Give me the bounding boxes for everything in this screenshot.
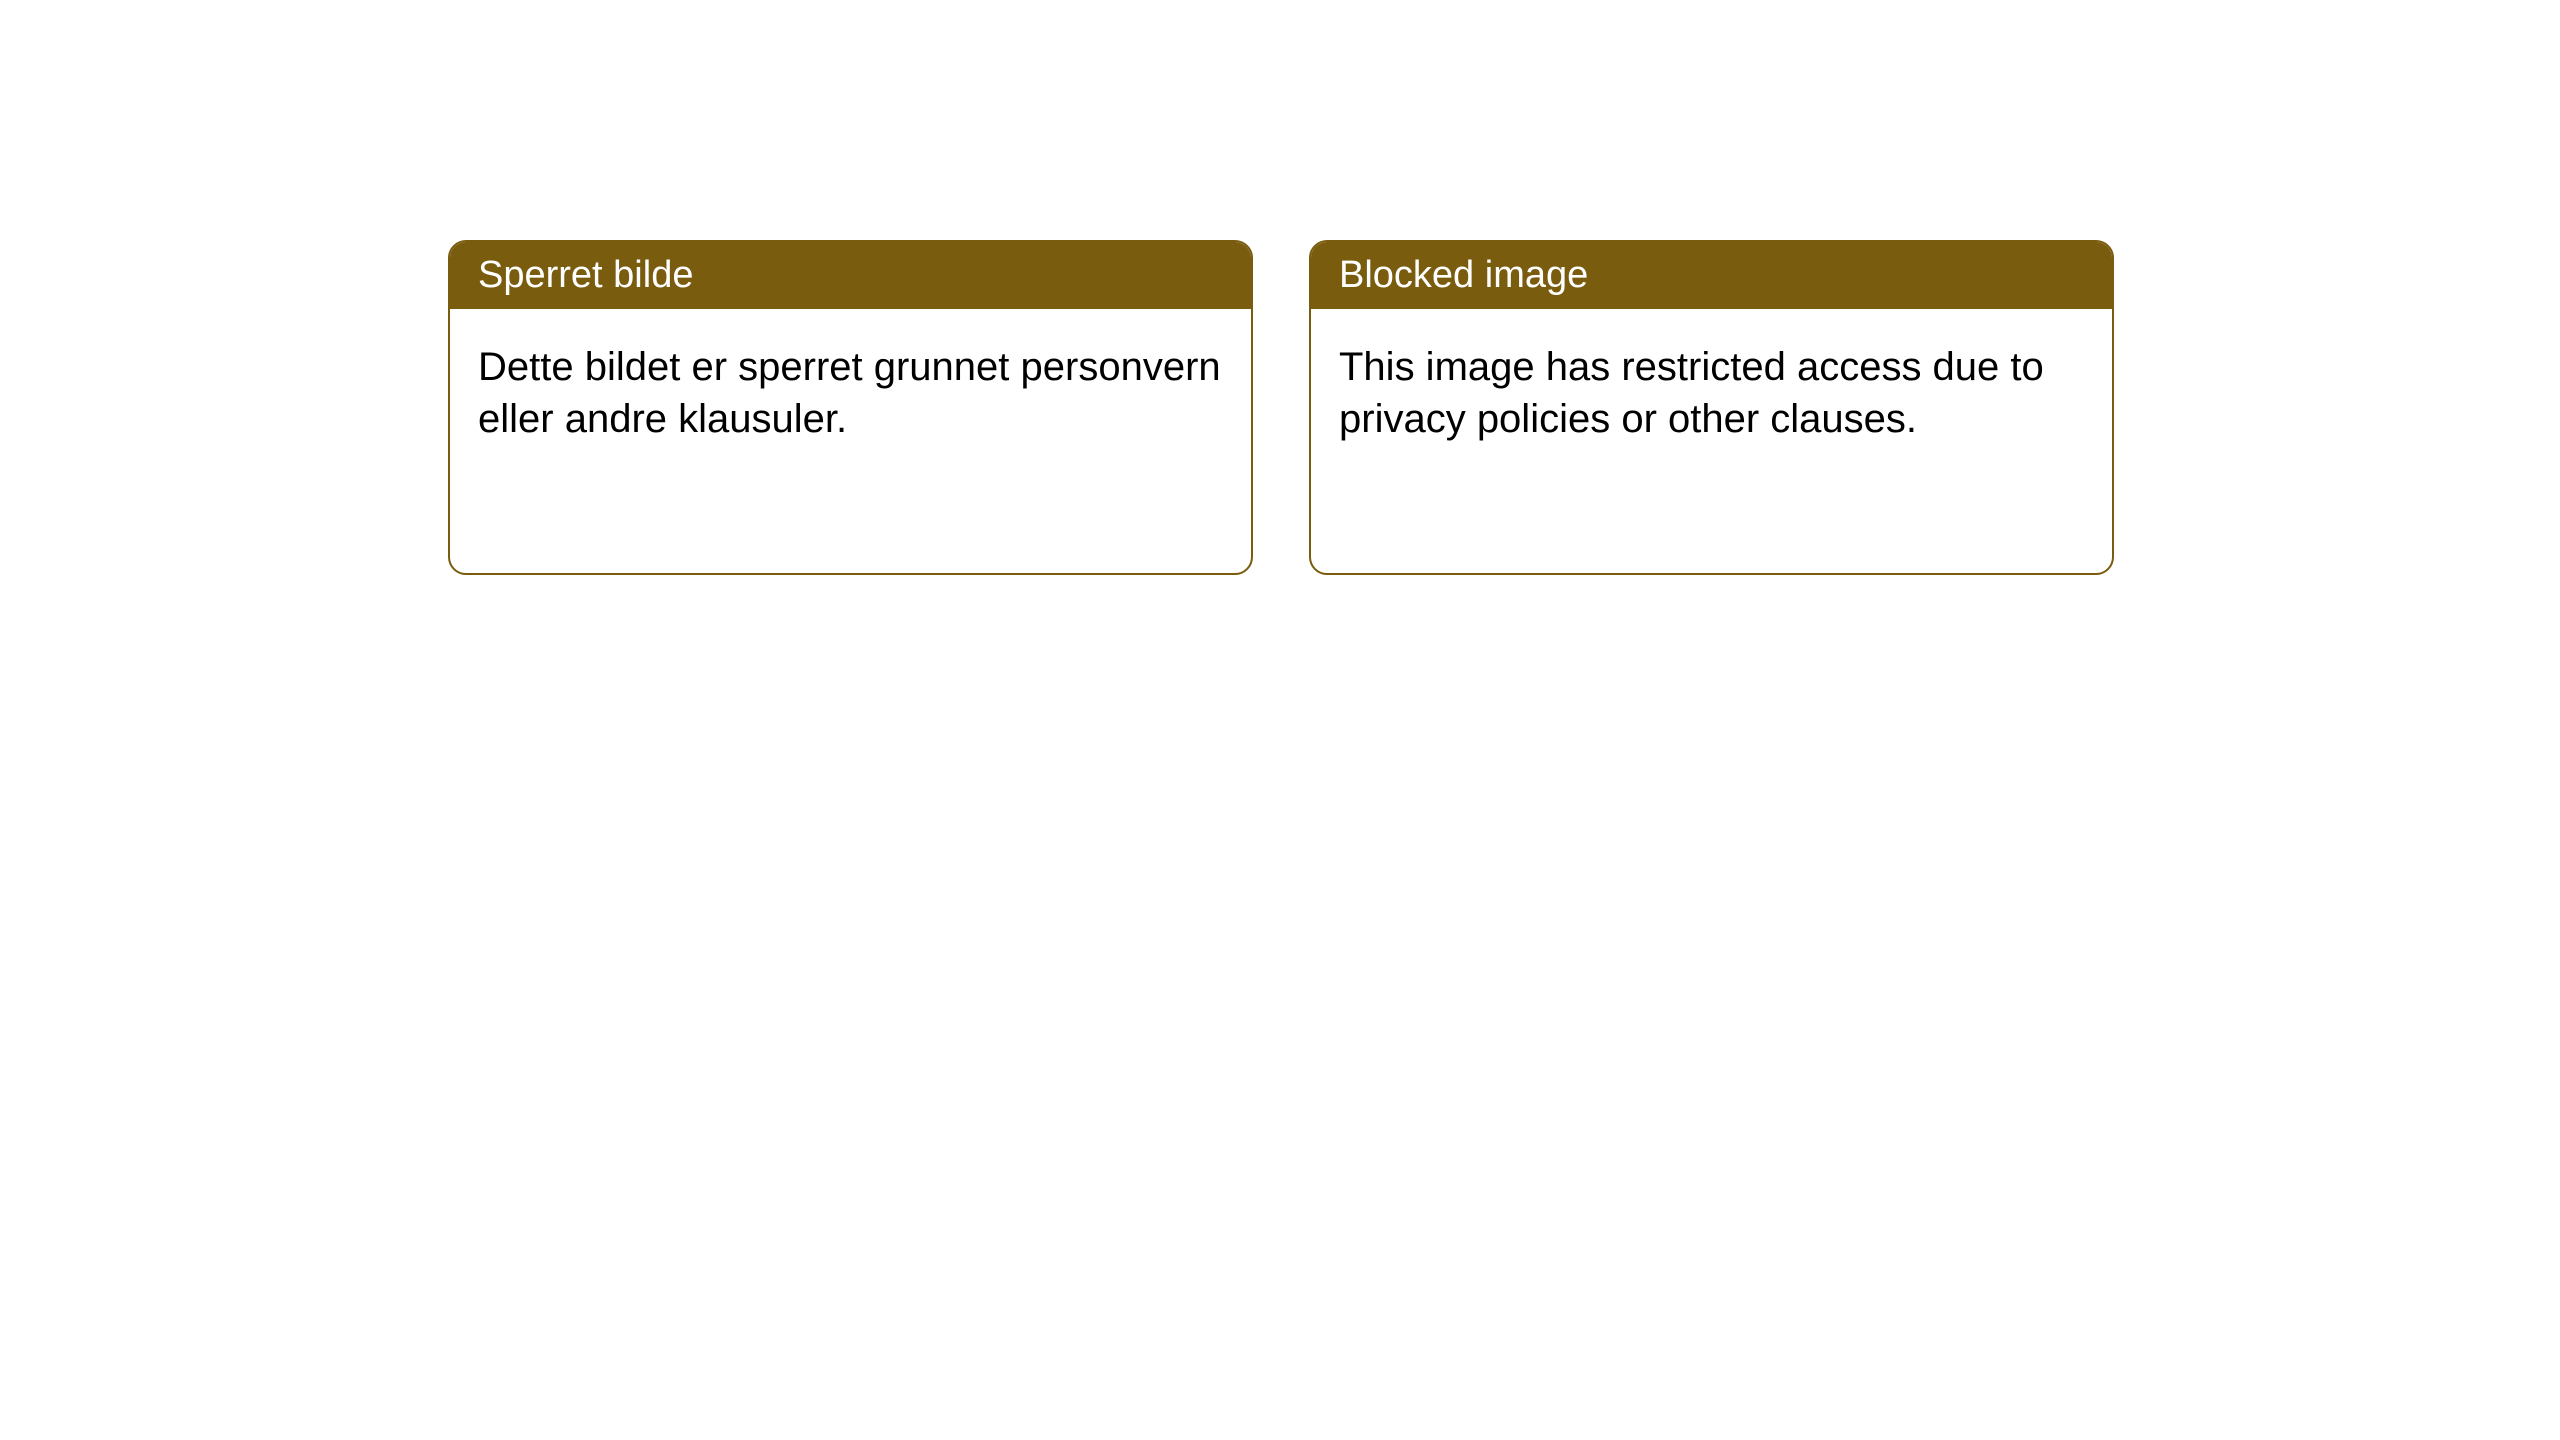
notice-header: Blocked image: [1311, 242, 2112, 309]
notice-card-norwegian: Sperret bilde Dette bildet er sperret gr…: [448, 240, 1253, 575]
notice-body: This image has restricted access due to …: [1311, 309, 2112, 477]
notice-card-english: Blocked image This image has restricted …: [1309, 240, 2114, 575]
notice-header: Sperret bilde: [450, 242, 1251, 309]
notice-container: Sperret bilde Dette bildet er sperret gr…: [0, 0, 2560, 575]
notice-body: Dette bildet er sperret grunnet personve…: [450, 309, 1251, 477]
